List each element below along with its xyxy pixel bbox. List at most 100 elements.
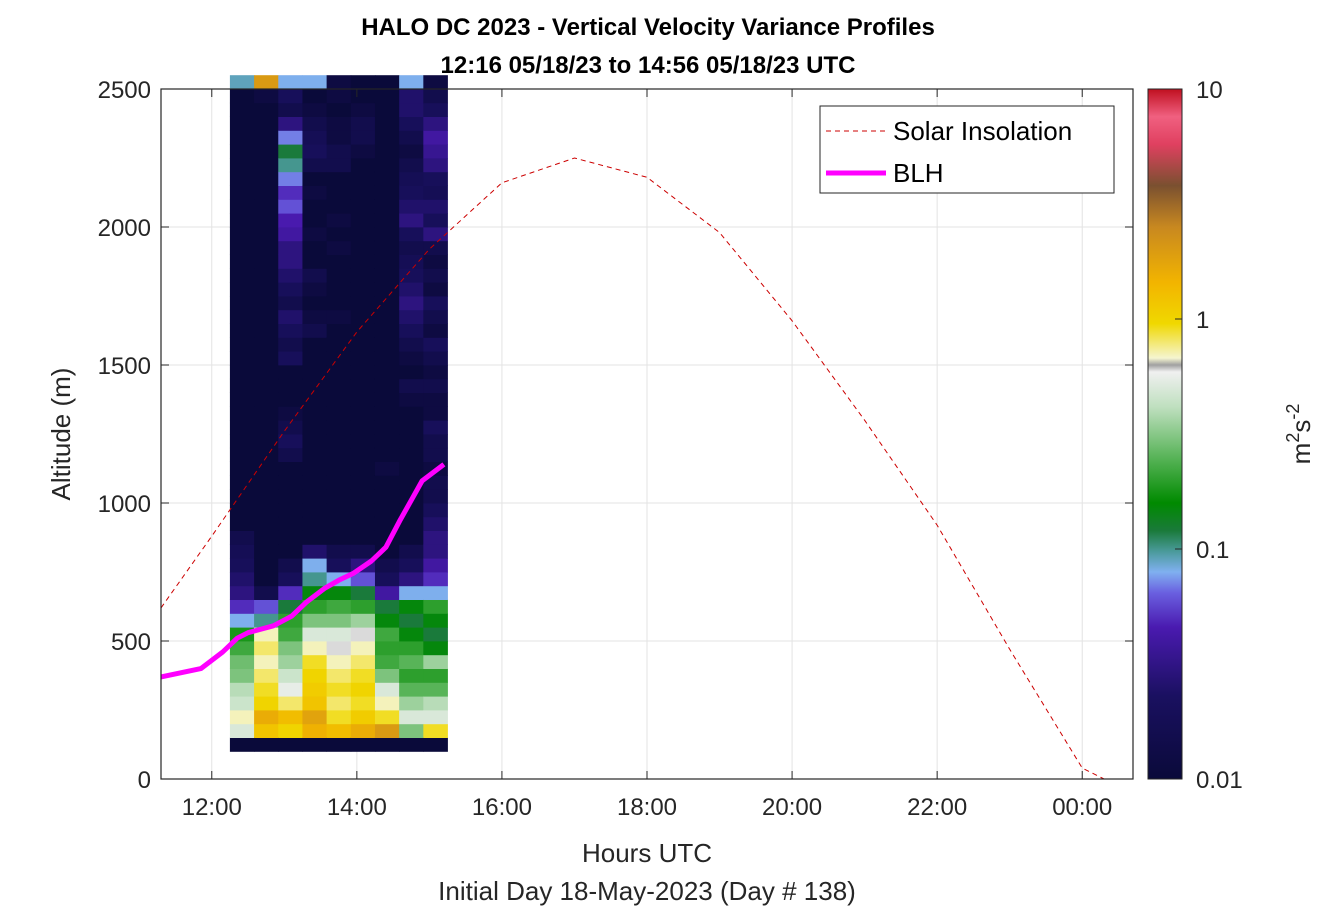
heat-cell-0-3 [229,696,255,711]
x-axis-ticks: 12:00 14:00 16:00 18:00 20:00 22:00 00:00 [182,89,1112,821]
heat-cell-6-31 [374,309,400,324]
heat-cell-0-44 [229,130,255,145]
heat-cell-3-37 [302,227,328,242]
heat-cell-6-41 [374,171,400,186]
heat-cell-4-37 [326,227,352,242]
heat-cell-7-29 [399,337,424,352]
heat-cell-8-2 [423,710,448,725]
colorbar-label-sup1: 2 [1283,433,1303,443]
heat-cell-5-33 [350,282,376,297]
heat-cell-2-28 [278,351,303,366]
heat-cell-3-24 [302,406,328,421]
heat-cell-7-8 [399,627,424,642]
heat-cell-3-12 [302,572,328,587]
heat-cell-8-47 [423,89,448,104]
heat-cell-2-42 [278,158,303,173]
heat-cell-5-31 [350,309,376,324]
heat-cell-5-21 [350,447,376,462]
heat-cell-7-10 [399,599,424,614]
heat-cell-5-22 [350,434,376,449]
heat-cell-0-23 [229,420,255,435]
heat-cell-3-1 [302,723,328,738]
heat-cell-5-32 [350,296,376,311]
heat-cell-5-2 [350,710,376,725]
heat-cell-6-20 [374,461,400,476]
heat-cell-7-45 [399,116,424,131]
heat-cell-2-43 [278,144,303,159]
legend-solar-label: Solar Insolation [893,116,1072,146]
heat-cell-2-0 [278,737,303,752]
heat-cell-1-31 [254,309,279,324]
heat-cell-2-24 [278,406,303,421]
heat-cell-0-20 [229,461,255,476]
legend: Solar Insolation BLH [819,105,1115,194]
y-axis-label: Altitude (m) [46,368,76,501]
heat-cell-0-39 [229,199,255,214]
heat-cell-3-19 [302,475,328,490]
heat-cell-2-40 [278,185,303,200]
heat-cell-4-2 [326,710,352,725]
heat-cell-3-18 [302,489,328,504]
heat-cell-8-42 [423,158,448,173]
heat-cell-1-5 [254,668,279,683]
heat-cell-2-23 [278,420,303,435]
heat-cell-0-10 [229,599,255,614]
heat-cell-5-29 [350,337,376,352]
heat-cell-4-43 [326,144,352,159]
heat-cell-7-44 [399,130,424,145]
heat-cell-5-44 [350,130,376,145]
heat-cell-1-13 [254,558,279,573]
heat-cell-4-9 [326,613,352,628]
heat-cell-4-40 [326,185,352,200]
heat-cell-5-0 [350,737,376,752]
heat-cell-5-35 [350,254,376,269]
heat-cell-8-33 [423,282,448,297]
colorbar-label-sup2: -2 [1283,404,1303,420]
y-tick-label-4: 2000 [98,215,151,242]
heat-cell-2-32 [278,296,303,311]
heat-cell-1-36 [254,240,279,255]
heat-cell-6-9 [374,613,400,628]
heat-cell-0-16 [229,516,255,531]
heat-cell-1-48 [254,75,279,90]
heat-cell-6-10 [374,599,400,614]
heat-cell-2-2 [278,710,303,725]
heat-cell-1-4 [254,682,279,697]
colorbar-label-m: m [1286,443,1316,465]
cb-tick-label-0: 0.01 [1196,767,1243,794]
heat-cell-6-11 [374,585,400,600]
x-tick-label-5: 22:00 [907,794,967,821]
heat-cell-1-24 [254,406,279,421]
heat-cell-3-4 [302,682,328,697]
heat-cell-6-32 [374,296,400,311]
heat-cell-8-30 [423,323,448,338]
heat-cell-6-3 [374,696,400,711]
heat-cell-2-35 [278,254,303,269]
chart-subtitle: 12:16 05/18/23 to 14:56 05/18/23 UTC [441,52,856,79]
heat-cell-5-14 [350,544,376,559]
heat-cell-7-30 [399,323,424,338]
heat-cell-8-11 [423,585,448,600]
heat-cell-1-7 [254,641,279,656]
heat-cell-5-36 [350,240,376,255]
heat-cell-5-15 [350,530,376,545]
heat-cell-7-22 [399,434,424,449]
heat-cell-6-7 [374,641,400,656]
heat-cell-3-47 [302,89,328,104]
heat-cell-4-48 [326,75,352,90]
heat-cell-6-33 [374,282,400,297]
heat-cell-0-41 [229,171,255,186]
heat-cell-1-35 [254,254,279,269]
heat-cell-5-11 [350,585,376,600]
heat-cell-7-16 [399,516,424,531]
heat-cell-2-1 [278,723,303,738]
heat-cell-8-17 [423,503,448,518]
heat-cell-7-12 [399,572,424,587]
heat-cell-6-44 [374,130,400,145]
heat-cell-0-36 [229,240,255,255]
heat-cell-6-47 [374,89,400,104]
heat-cell-4-38 [326,213,352,228]
heat-cell-7-24 [399,406,424,421]
heat-cell-4-21 [326,447,352,462]
heat-cell-4-33 [326,282,352,297]
